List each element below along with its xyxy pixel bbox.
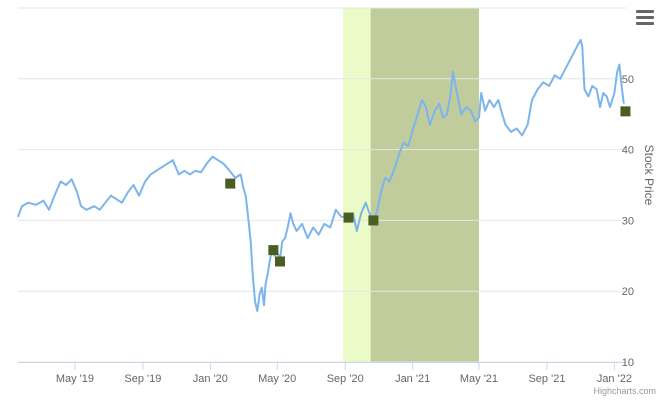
signal-marker [620,106,631,117]
y-tick-label: 40 [622,145,634,157]
y-tick-label: 50 [622,74,634,86]
plot-band-1 [343,8,371,362]
credits-link[interactable]: Highcharts.com [593,386,656,396]
x-tick-label: May '21 [460,373,498,385]
signal-marker [274,256,285,267]
y-tick-label: 20 [622,286,634,298]
x-tick-label: May '19 [56,373,94,385]
y-axis: 10 20 30 40 50 [622,74,634,369]
markers-layer [225,106,631,267]
x-axis: May '19 Sep '19 Jan '20 May '20 Sep '20 Jan '… [18,362,632,385]
x-tick-label: May '20 [258,373,296,385]
plot-bands [343,8,479,362]
menu-bar-bottom [636,22,654,25]
price-series-line [17,38,625,312]
x-tick-label: Sep '20 [327,373,364,385]
x-tick-label: Jan '20 [193,373,228,385]
x-tick-label: Sep '19 [124,373,161,385]
x-tick-label: Jan '21 [395,373,430,385]
menu-bar-middle [636,16,654,19]
y-axis-title: Stock Price [642,145,656,206]
y-tick-label: 10 [622,357,634,369]
hamburger-menu-icon[interactable] [636,10,654,26]
grid-lines [18,7,626,363]
signal-marker [343,212,354,223]
y-tick-label: 30 [622,215,634,227]
x-tick-label: Jan '22 [597,373,632,385]
plot-band-2 [370,8,479,362]
signal-marker [225,178,236,189]
menu-bar-top [636,10,654,13]
series-layer [17,38,625,312]
signal-marker [268,245,279,256]
signal-marker [368,215,379,226]
x-tick-label: Sep '21 [528,373,565,385]
